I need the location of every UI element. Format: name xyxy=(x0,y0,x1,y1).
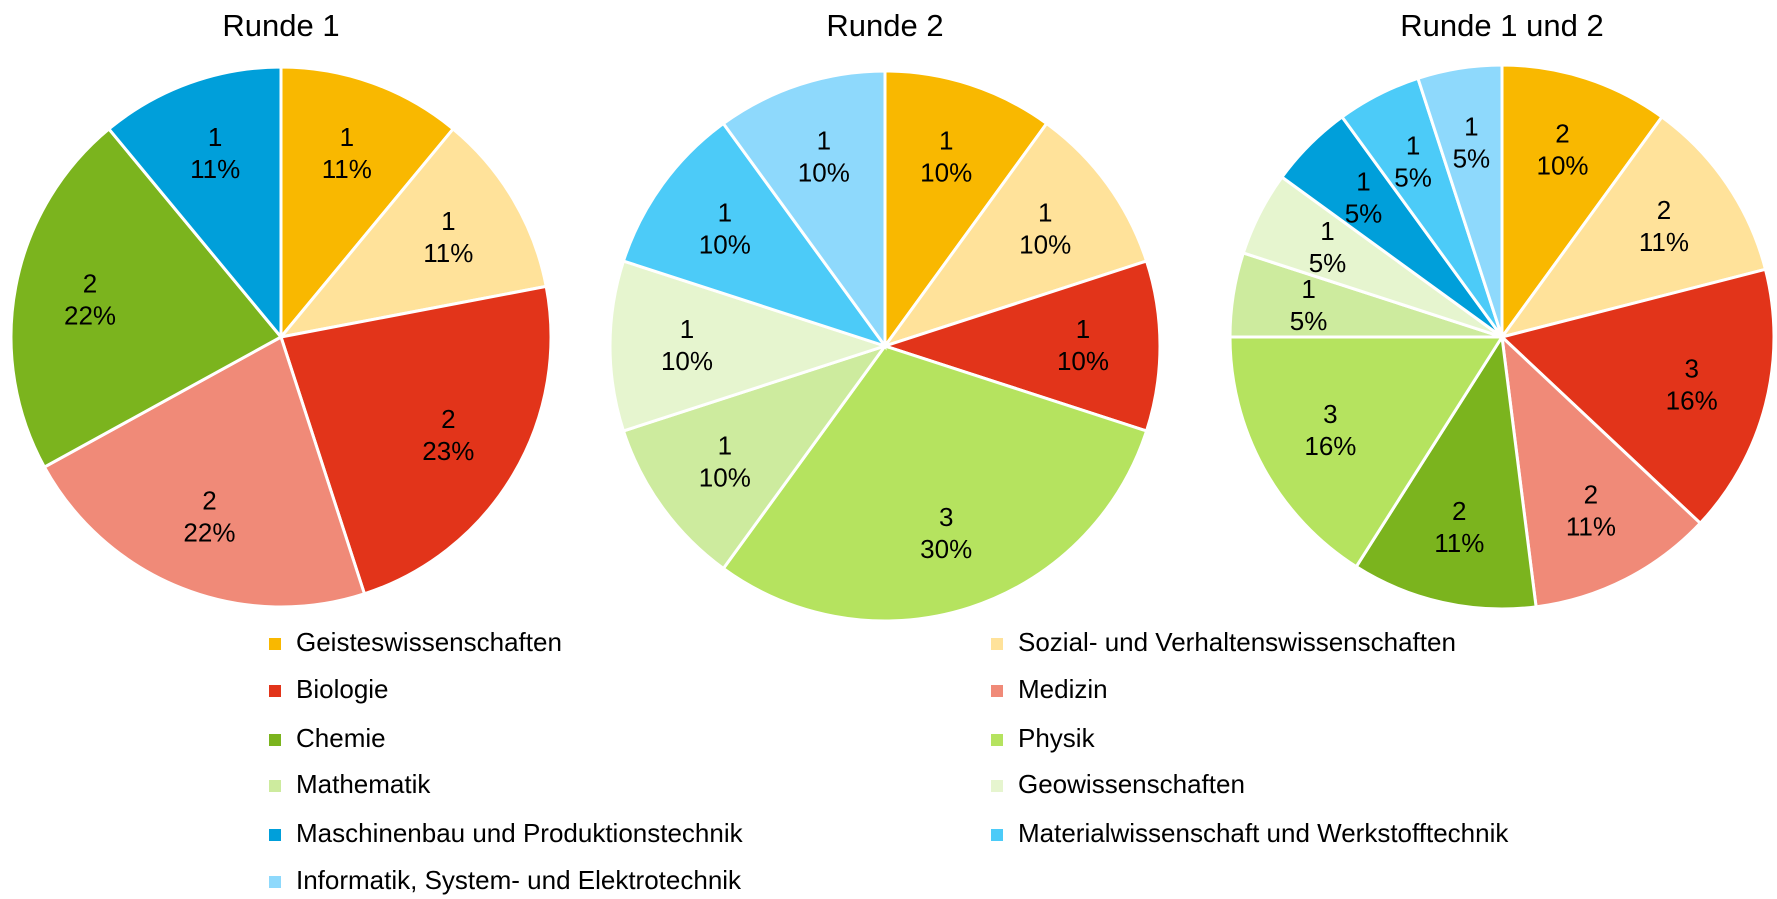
pie-slice xyxy=(1416,63,1504,338)
slice-percent: 11% xyxy=(190,154,240,184)
pie-slice xyxy=(1498,267,1776,526)
legend-label: Physik xyxy=(1018,723,1096,753)
slice-percent: 16% xyxy=(1304,431,1356,461)
pie-slice xyxy=(9,126,284,470)
pie-slice xyxy=(880,259,1162,433)
pie-slice xyxy=(279,65,456,342)
slice-count: 2 xyxy=(202,486,216,516)
legend-label: Maschinenbau und Produktionstechnik xyxy=(296,818,744,848)
legend-label: Mathematik xyxy=(296,769,431,799)
legend-label: Materialwissenschaft und Werkstofftechni… xyxy=(1018,818,1509,848)
legend-label: Informatik, System- und Elektrotechnik xyxy=(296,865,742,895)
slice-count: 1 xyxy=(1406,130,1420,160)
slice-percent: 5% xyxy=(1309,248,1347,278)
slice-count: 3 xyxy=(1323,399,1337,429)
legend-swatch xyxy=(991,638,1003,650)
slice-percent: 23% xyxy=(422,436,474,466)
slice-percent: 10% xyxy=(920,158,972,188)
slice-percent: 22% xyxy=(183,518,235,548)
slice-count: 2 xyxy=(1657,195,1671,225)
pie-slice xyxy=(721,69,887,351)
slice-count: 1 xyxy=(817,126,831,156)
pie-slice xyxy=(42,334,367,609)
slice-count: 1 xyxy=(441,206,455,236)
slice-percent: 11% xyxy=(1566,511,1616,541)
pie-slice xyxy=(721,344,1149,623)
slice-count: 1 xyxy=(1038,197,1052,227)
slice-count: 1 xyxy=(1301,274,1315,304)
slice-count: 1 xyxy=(718,430,732,460)
slice-percent: 10% xyxy=(661,346,713,376)
legend-swatch xyxy=(269,685,281,697)
pie-slice xyxy=(106,65,283,342)
pie-slice xyxy=(1498,114,1768,340)
chart-title: Runde 1 und 2 xyxy=(1400,8,1603,43)
slice-percent: 10% xyxy=(1057,346,1109,376)
slice-percent: 10% xyxy=(1019,229,1071,259)
pie-slice xyxy=(1354,332,1538,611)
legend-swatch xyxy=(269,876,281,888)
slice-percent: 5% xyxy=(1394,162,1432,192)
legend-swatch xyxy=(269,829,281,841)
slice-percent: 5% xyxy=(1290,306,1328,336)
pie-slice xyxy=(1228,335,1505,569)
chart-title: Runde 2 xyxy=(826,8,943,43)
pie-slice xyxy=(621,343,889,571)
slice-count: 1 xyxy=(1464,111,1478,141)
legend-label: Sozial- und Verhaltenswissenschaften xyxy=(1018,627,1456,657)
slice-percent: 11% xyxy=(423,238,473,268)
slice-count: 1 xyxy=(1356,166,1370,196)
pie-slice xyxy=(881,121,1149,349)
slice-count: 2 xyxy=(1584,479,1598,509)
slice-count: 1 xyxy=(1076,314,1090,344)
slice-count: 3 xyxy=(1684,354,1698,384)
slice-percent: 10% xyxy=(699,229,751,259)
legend-label: Biologie xyxy=(296,674,389,704)
chart-title: Runde 1 xyxy=(222,8,339,43)
slice-percent: 10% xyxy=(1536,151,1588,181)
legend-label: Chemie xyxy=(296,723,386,753)
legend-swatch xyxy=(269,734,281,746)
pie-slice xyxy=(279,284,553,596)
slice-count: 1 xyxy=(718,197,732,227)
legend-swatch xyxy=(269,638,281,650)
slice-count: 2 xyxy=(441,404,455,434)
slice-percent: 5% xyxy=(1453,143,1491,173)
slice-count: 2 xyxy=(1452,496,1466,526)
legend-swatch xyxy=(991,734,1003,746)
legend-swatch xyxy=(269,780,281,792)
legend-label: Geisteswissenschaften xyxy=(296,627,562,657)
slice-count: 1 xyxy=(340,122,354,152)
slice-count: 2 xyxy=(83,268,97,298)
slice-percent: 22% xyxy=(64,300,116,330)
legend-label: Geowissenschaften xyxy=(1018,769,1245,799)
slice-percent: 30% xyxy=(920,534,972,564)
slice-count: 2 xyxy=(1555,119,1569,149)
pie-slice xyxy=(608,259,890,433)
slice-count: 1 xyxy=(1320,216,1334,246)
legend-swatch xyxy=(991,780,1003,792)
pie-slice xyxy=(277,126,548,340)
legend-label: Medizin xyxy=(1018,674,1108,704)
pie-slice xyxy=(621,121,889,349)
slice-count: 1 xyxy=(680,314,694,344)
slice-percent: 10% xyxy=(699,462,751,492)
pie-slice xyxy=(883,69,1049,351)
legend-swatch xyxy=(991,829,1003,841)
pie-slice xyxy=(1499,333,1703,609)
slice-percent: 5% xyxy=(1345,198,1383,228)
slice-percent: 11% xyxy=(322,154,372,184)
slice-count: 1 xyxy=(939,126,953,156)
slice-percent: 11% xyxy=(1639,227,1689,257)
slice-percent: 16% xyxy=(1666,386,1718,416)
legend-swatch xyxy=(991,685,1003,697)
slice-percent: 10% xyxy=(798,158,850,188)
slice-count: 1 xyxy=(208,122,222,152)
slice-count: 3 xyxy=(939,502,953,532)
slice-percent: 11% xyxy=(1434,528,1484,558)
pie-slice xyxy=(1500,63,1664,342)
